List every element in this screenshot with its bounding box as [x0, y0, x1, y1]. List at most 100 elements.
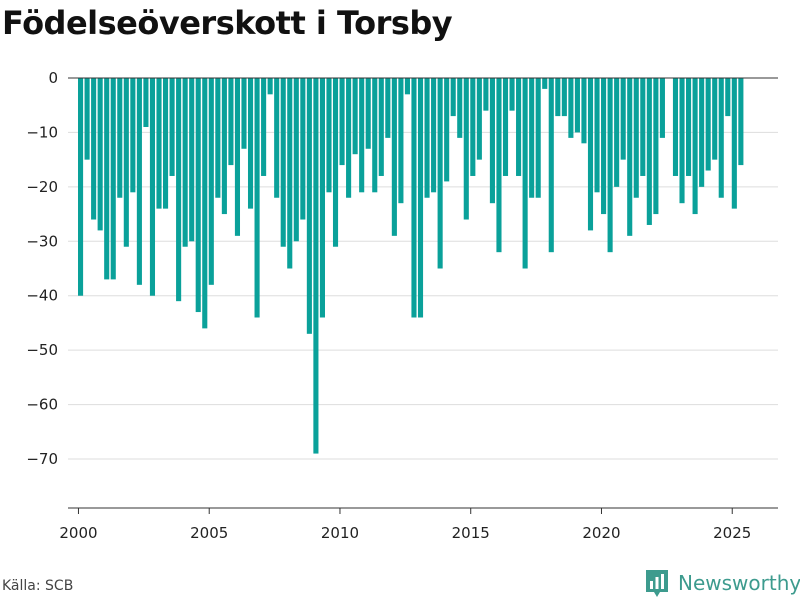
bar — [372, 78, 378, 193]
bar — [607, 78, 613, 253]
bar — [136, 78, 142, 285]
bar — [509, 78, 515, 111]
bar — [450, 78, 456, 117]
bar-chart-logo-icon — [646, 570, 668, 597]
bar — [306, 78, 312, 334]
bar — [176, 78, 182, 302]
bar — [444, 78, 450, 182]
bar — [431, 78, 437, 193]
bar — [457, 78, 463, 138]
bar — [686, 78, 692, 176]
bar — [633, 78, 639, 198]
bar — [614, 78, 620, 187]
bar — [568, 78, 574, 138]
bar — [234, 78, 241, 236]
bar — [404, 78, 410, 95]
bar — [208, 78, 214, 285]
y-tick-label: −70 — [26, 450, 58, 468]
bar — [620, 78, 626, 160]
bar — [463, 78, 469, 220]
bar — [104, 78, 110, 280]
bar — [162, 78, 169, 209]
bar — [365, 78, 371, 149]
bar — [699, 78, 705, 187]
chart-title: Födelseöverskott i Torsby — [2, 4, 453, 42]
bar — [587, 78, 594, 231]
brand-name: Newsworthy — [678, 571, 800, 595]
bar — [712, 78, 718, 160]
x-tick-label: 2015 — [452, 524, 490, 542]
bar — [391, 78, 397, 236]
bar — [398, 78, 404, 204]
bar — [267, 78, 273, 95]
bar — [659, 78, 665, 138]
bar — [646, 78, 652, 225]
bar — [542, 78, 548, 89]
bar — [705, 78, 711, 171]
bar — [502, 78, 509, 176]
bar — [84, 78, 90, 160]
y-axis-ticks: 0 −10 −20 −30 −40 −50 −60 −70 — [26, 69, 58, 468]
bar — [123, 78, 129, 247]
bar — [470, 78, 476, 176]
bar — [718, 78, 724, 198]
bar — [529, 78, 535, 198]
brand[interactable]: Newsworthy — [644, 568, 800, 598]
bar — [601, 78, 607, 215]
x-tick-label: 2005 — [190, 524, 228, 542]
bar — [561, 78, 567, 117]
bar — [385, 78, 391, 138]
bar — [300, 78, 306, 220]
bar — [169, 78, 175, 176]
bar — [156, 78, 162, 209]
bar — [280, 78, 286, 247]
source-label: Källa: SCB — [2, 578, 74, 594]
bar — [424, 78, 430, 198]
bar — [672, 78, 679, 176]
bar — [313, 78, 319, 454]
bar — [411, 78, 417, 318]
bar — [319, 78, 325, 318]
y-tick-label: 0 — [48, 69, 58, 87]
bar — [110, 78, 116, 280]
bar — [149, 78, 156, 296]
bar — [339, 78, 345, 166]
bars — [78, 78, 744, 454]
bar — [261, 78, 267, 176]
bar — [378, 78, 384, 176]
bar — [189, 78, 195, 242]
bar — [738, 78, 744, 166]
bar — [241, 78, 247, 149]
bar — [247, 78, 254, 209]
bar — [489, 78, 495, 204]
bar — [731, 78, 737, 209]
bar — [476, 78, 482, 160]
bar — [522, 78, 528, 269]
bar — [346, 78, 352, 198]
bar — [594, 78, 600, 193]
bar — [254, 78, 260, 318]
bar — [293, 78, 299, 242]
y-tick-label: −50 — [26, 341, 58, 359]
bar — [555, 78, 561, 117]
bar — [143, 78, 149, 127]
bar — [359, 78, 365, 193]
x-axis-ticks: 2000 2005 2010 2015 2020 2025 — [59, 508, 751, 542]
bar — [78, 78, 84, 296]
bar — [417, 78, 424, 318]
bar — [692, 78, 698, 215]
bar — [91, 78, 97, 220]
x-tick-label: 2010 — [321, 524, 359, 542]
bar — [352, 78, 358, 155]
bar — [195, 78, 201, 313]
bar — [215, 78, 221, 198]
bar — [182, 78, 188, 247]
y-tick-label: −20 — [26, 178, 58, 196]
bar — [574, 78, 580, 133]
bar — [202, 78, 208, 329]
x-tick-label: 2000 — [59, 524, 97, 542]
bar — [437, 78, 443, 269]
x-tick-label: 2025 — [713, 524, 751, 542]
bar — [679, 78, 685, 204]
